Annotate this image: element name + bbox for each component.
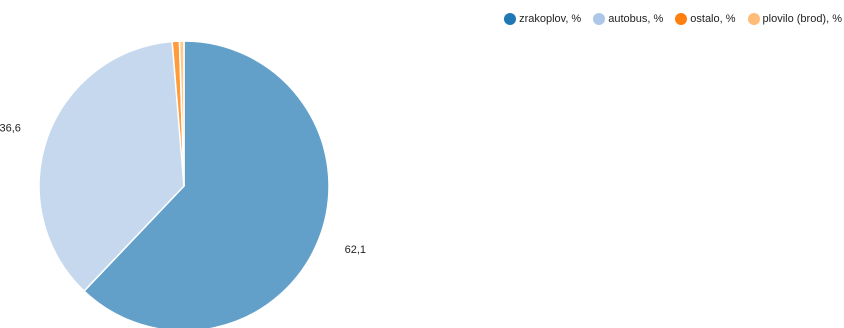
legend-label-ostalo: ostalo, % bbox=[690, 13, 736, 25]
legend-item-ostalo[interactable]: ostalo, % bbox=[675, 13, 736, 25]
data-label-autobus: 36,6 bbox=[0, 122, 21, 134]
legend-item-plovilo[interactable]: plovilo (brod), % bbox=[747, 13, 842, 25]
legend-swatch-autobus bbox=[593, 13, 606, 25]
pie-slice-zrakoplov[interactable] bbox=[83, 40, 330, 328]
legend-item-zrakoplov[interactable]: zrakoplov, % bbox=[504, 13, 581, 25]
pie-slice-autobus[interactable] bbox=[38, 40, 185, 293]
legend-label-autobus: autobus, % bbox=[608, 13, 664, 25]
legend-label-plovilo: plovilo (brod), % bbox=[762, 13, 842, 25]
data-label-zrakoplov: 62,1 bbox=[345, 244, 366, 256]
legend-swatch-ostalo bbox=[675, 13, 688, 25]
legend: zrakoplov, % autobus, % ostalo, % plovil… bbox=[504, 13, 842, 25]
legend-swatch-plovilo bbox=[747, 13, 760, 25]
legend-swatch-zrakoplov bbox=[504, 13, 517, 25]
pie-slice-plovilo[interactable] bbox=[178, 40, 185, 187]
legend-item-autobus[interactable]: autobus, % bbox=[593, 13, 663, 25]
legend-label-zrakoplov: zrakoplov, % bbox=[519, 13, 582, 25]
